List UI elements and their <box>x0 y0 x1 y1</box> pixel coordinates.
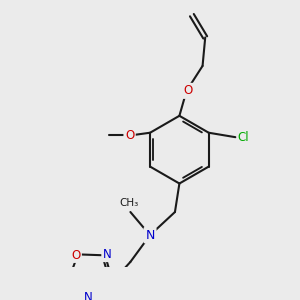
Text: N: N <box>145 229 155 242</box>
Text: CH₃: CH₃ <box>119 199 138 208</box>
Text: N: N <box>103 248 111 261</box>
Text: O: O <box>71 249 81 262</box>
Text: Cl: Cl <box>237 131 249 144</box>
Text: N: N <box>84 291 93 300</box>
Text: O: O <box>184 84 193 98</box>
Text: O: O <box>125 129 134 142</box>
